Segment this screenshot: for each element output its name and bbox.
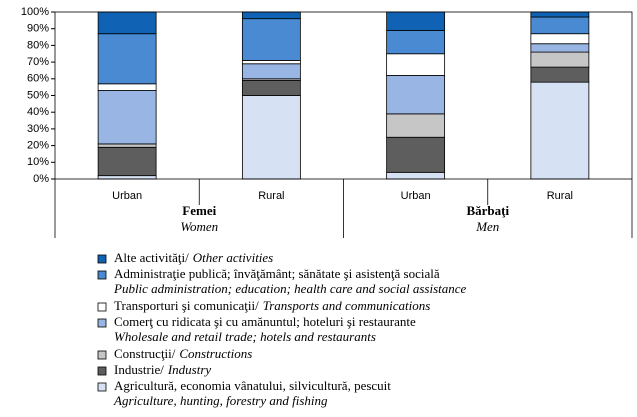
legend-label: Comerţ cu ridicata şi cu amănuntul; hote… [114,314,416,329]
bar-segment [241,95,301,180]
x-tick-label: Rural [258,190,284,202]
legend-name-en: Constructions [179,346,252,361]
bar-segment [241,60,301,65]
y-tick-label: 70% [27,56,49,68]
legend-name: Transporturi şi comunicaţii/ [114,298,259,313]
y-tick-label: 100% [21,6,49,18]
bar-segment [97,83,157,91]
bar-segment [386,75,446,115]
bar-segment [97,33,157,85]
bar-segment [530,33,590,45]
legend-name-en: Industry [167,362,212,377]
bar-segment [386,53,446,76]
legend-name: Alte activităţi/ [114,250,189,265]
bar-segment [241,80,301,96]
legend-name-en: Other activities [193,250,274,265]
legend-swatch [97,302,107,312]
y-tick-label: 60% [27,73,49,85]
legend-swatch [97,270,107,280]
bar-segment [386,11,446,31]
group-label-en: Men [475,219,499,234]
bar-segment [386,113,446,138]
legend-swatch [97,254,107,264]
bar-segment [97,11,157,35]
bar-segment [530,16,590,35]
group-label: Femei [182,203,216,218]
bar-segment [97,146,157,177]
bar-segment [530,66,590,83]
y-tick-label: 10% [27,156,49,168]
legend-name-en: Transports and communications [263,298,431,313]
x-tick-label: Urban [401,190,431,202]
x-tick-label: Urban [112,190,142,202]
legend-name: Agricultură, economia vânatului, silvicu… [114,378,391,393]
bar-segment [97,90,157,145]
legend-name: Administraţie publică; învăţământ; sănăt… [114,266,440,281]
bar-segment [97,175,157,180]
legend-label: Alte activităţi/Other activities [114,250,273,265]
bar-segment [386,136,446,173]
y-tick-label: 90% [27,23,49,35]
bar-segment [530,51,590,68]
y-tick-label: 30% [27,123,49,135]
x-tick-label: Rural [547,190,573,202]
legend-swatch [97,366,107,376]
legend-label: Agricultură, economia vânatului, silvicu… [114,378,391,393]
bar-segment [530,43,590,53]
legend-name-en: Wholesale and retail trade; hotels and r… [114,329,376,344]
bar-segment [241,18,301,61]
y-tick-label: 80% [27,39,49,51]
group-label: Bărbaţi [466,203,509,218]
group-label-en: Women [180,219,218,234]
legend-label: Transporturi şi comunicaţii/Transports a… [114,298,430,313]
y-tick-label: 50% [27,89,49,101]
bar-segment [241,11,301,20]
bar-segment [386,29,446,55]
legend-name-en: Public administration; education; health… [113,281,467,296]
bar-segment [97,143,157,148]
legend-name: Comerţ cu ridicata şi cu amănuntul; hote… [114,314,416,329]
legend-label: Administraţie publică; învăţământ; sănăt… [114,266,440,281]
bar-segment [530,81,590,180]
legend-name-en: Agriculture, hunting, forestry and fishi… [113,393,328,408]
legend-swatch [97,350,107,360]
legend-swatch [97,382,107,392]
y-tick-label: 40% [27,106,49,118]
legend-name: Industrie/ [114,362,164,377]
bar-segment [386,171,446,180]
legend-label: Construcţii/Constructions [114,346,252,361]
legend-swatch [97,318,107,328]
bar-segment [530,11,590,18]
bar-segment [241,63,301,80]
y-tick-label: 0% [33,173,49,185]
legend-name: Construcţii/ [114,346,176,361]
y-tick-label: 20% [27,140,49,152]
legend-label: Industrie/Industry [114,362,211,377]
